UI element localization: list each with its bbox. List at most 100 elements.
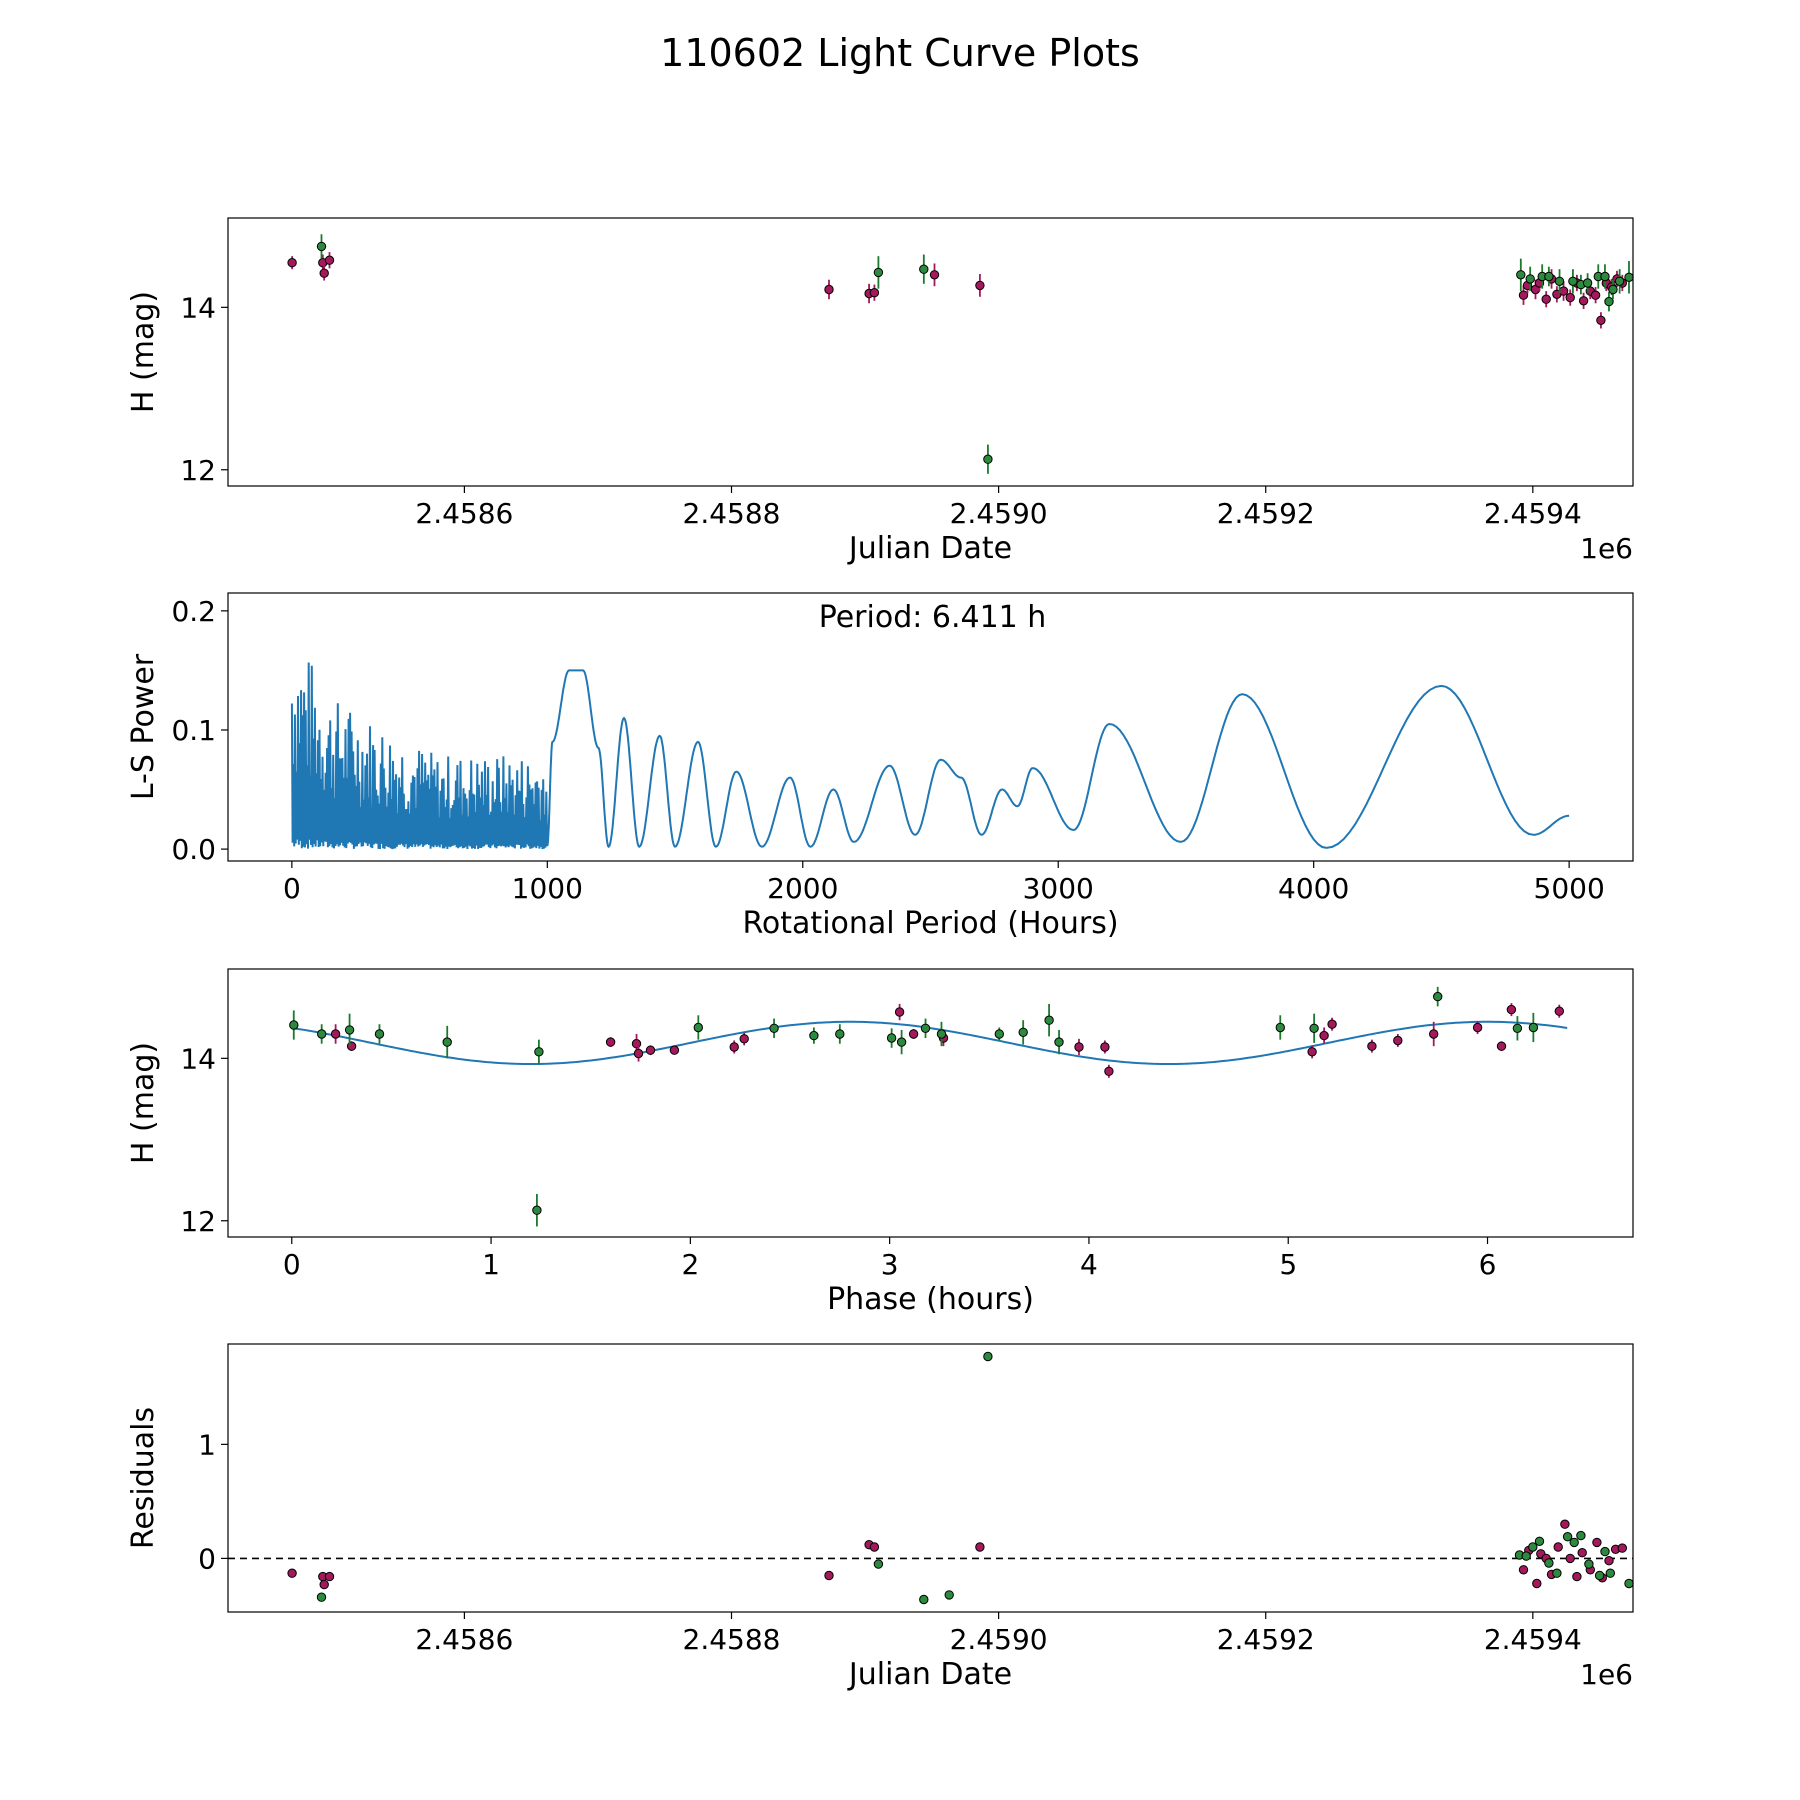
figure-title: 110602 Light Curve Plots [660,31,1140,75]
green-data-point [316,241,327,252]
green-data-point [693,1022,703,1033]
green-data-point [1576,1530,1586,1541]
magenta-data-point [1560,1519,1570,1529]
magenta-data-point [1074,1042,1084,1052]
x-tick-label: 2.4594 [1484,497,1582,530]
axes-frame [227,592,1634,862]
green-data-point [1554,276,1565,286]
magenta-data-point [324,255,335,265]
green-data-point [1018,1027,1028,1038]
green-data-point [809,1030,819,1041]
green-data-point [896,1037,907,1047]
green-data-point [1614,276,1625,286]
magenta-data-point [1604,1556,1614,1566]
magenta-data-point [1367,1041,1377,1051]
magenta-data-point [975,1542,985,1552]
x-tick-label: 5 [1279,1248,1297,1281]
y-axis-label: Residuals [126,1407,161,1549]
x-tick-label: 2.4586 [415,497,513,530]
x-tick-label: 0 [283,1248,301,1281]
x-tick-label: 3 [881,1248,899,1281]
magenta-data-point [729,1042,739,1052]
magenta-data-point [1100,1042,1110,1052]
green-data-point [1054,1037,1064,1047]
x-tick-label: 5000 [1534,872,1605,905]
periodogram-plot: 0 1000 2000 3000 4000 5000 0.0 0.1 0.2 Rotational… [126,592,1634,941]
green-data-point [769,1023,779,1034]
magenta-data-point [1104,1066,1114,1077]
magenta-data-point [824,1570,834,1581]
green-data-point [534,1047,544,1057]
magenta-data-point [605,1037,616,1047]
x-tick-label: 1 [482,1248,500,1281]
green-data-point [1516,270,1526,280]
green-data-point [1433,991,1443,1002]
green-data-point [1568,276,1578,286]
green-data-point [1525,274,1535,284]
axes-frame [227,217,1634,487]
green-data-point [936,1029,947,1039]
magenta-data-point [287,258,297,268]
green-data-point [1521,1551,1531,1561]
green-data-point [344,1025,355,1035]
green-data-point [532,1205,542,1215]
green-data-point [1552,1568,1562,1578]
green-data-point [1594,1570,1605,1581]
magenta-data-point [1307,1047,1317,1057]
y-tick-label: 14 [180,291,216,324]
green-data-point [1275,1022,1286,1033]
y-tick-label: 0.0 [171,833,216,866]
magenta-data-point [894,1007,905,1017]
magenta-data-point [739,1034,749,1044]
x-tick-label: 2 [681,1248,699,1281]
x-tick-label: 2.4590 [950,497,1048,530]
magenta-data-point [324,1571,335,1582]
green-data-point [983,454,993,464]
x-tick-label: 2000 [767,872,838,905]
y-tick-label: 0.1 [171,714,216,747]
green-data-point [1600,1546,1610,1557]
magenta-data-point [1592,1537,1602,1548]
green-data-point [1608,284,1618,295]
x-tick-label: 1000 [512,872,583,905]
magenta-data-point [631,1039,642,1049]
x-tick-label: 2.4594 [1484,1623,1582,1656]
green-data-point [1584,1559,1594,1569]
green-data-point [1582,278,1593,288]
x-tick-label: 2.4586 [415,1623,513,1656]
green-data-point [983,1351,993,1362]
green-data-point [1569,1537,1579,1548]
magenta-data-point [869,288,880,298]
y-tick-label: 14 [180,1042,216,1075]
period-annotation: Period: 6.411 h [819,600,1047,635]
green-data-point [1544,271,1554,282]
x-tick-label: 6 [1479,1248,1497,1281]
y-tick-label: 12 [180,1205,216,1238]
green-data-point [1309,1023,1319,1034]
green-data-point [289,1020,299,1030]
magenta-data-point [633,1048,644,1059]
magenta-data-point [1319,1030,1329,1041]
x-tick-label: 4 [1080,1248,1098,1281]
y-axis-label: L-S Power [126,653,161,800]
magenta-data-point [287,1568,297,1578]
magenta-data-point [1558,286,1569,296]
magenta-data-point [1577,1548,1587,1558]
green-data-point [873,267,884,278]
magenta-data-point [1578,296,1589,306]
x-axis-label: Julian Date [847,1657,1012,1692]
magenta-data-point [1393,1035,1403,1046]
green-data-point [944,1590,954,1600]
magenta-data-point [908,1029,919,1039]
x-tick-label: 3000 [1023,872,1094,905]
x-tick-label: 2.4592 [1217,497,1315,530]
magenta-data-point [669,1045,680,1055]
green-data-point [1544,1558,1554,1568]
green-data-point [374,1029,385,1039]
magenta-data-point [1590,290,1601,300]
magenta-data-point [1596,315,1606,325]
magenta-data-point [975,280,985,291]
magenta-data-point [1572,1571,1582,1582]
green-data-point [1604,296,1614,307]
